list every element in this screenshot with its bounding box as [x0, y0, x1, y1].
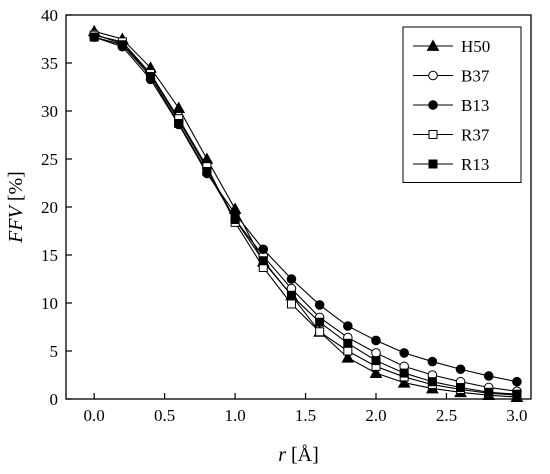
- legend-label-H50: H50: [461, 37, 490, 56]
- data-point-R13: [146, 71, 156, 81]
- x-tick-label: 0.0: [84, 406, 105, 425]
- legend-label-B13: B13: [461, 96, 489, 115]
- x-axis-label: r [Å]: [278, 444, 319, 466]
- legend-marker-R13: [428, 159, 438, 169]
- data-point-R13: [174, 118, 184, 128]
- legend-marker-R37: [428, 130, 438, 139]
- data-point-H50: [397, 376, 411, 388]
- data-point-H50: [341, 351, 355, 363]
- data-point-R13: [427, 377, 437, 387]
- data-point-B13: [483, 371, 494, 381]
- data-point-B13: [286, 274, 297, 284]
- data-point-B13: [314, 300, 325, 310]
- data-point-B37: [371, 348, 381, 358]
- data-point-R13: [315, 317, 325, 327]
- legend-label-R13: R13: [461, 155, 489, 174]
- y-tick-label: 40: [41, 6, 58, 25]
- series-line-B13: [94, 36, 518, 383]
- data-point-B13: [427, 356, 438, 367]
- legend-marker-B37: [428, 70, 438, 81]
- y-axis-label: FFV [%]: [5, 171, 27, 244]
- series-line-B37: [94, 33, 517, 392]
- y-tick-label: 10: [41, 294, 58, 313]
- data-point-R13: [89, 32, 99, 42]
- data-point-H50: [369, 366, 383, 378]
- legend-label-B37: B37: [461, 67, 490, 86]
- y-tick-label: 5: [50, 342, 59, 361]
- data-point-R13: [230, 214, 240, 224]
- legend-marker-B13: [428, 100, 438, 110]
- y-axis-label-unit: [%]: [5, 171, 27, 206]
- data-point-B13: [399, 348, 409, 358]
- series-line-R37: [94, 34, 517, 396]
- y-tick-label: 15: [41, 246, 58, 265]
- y-tick-label: 0: [50, 390, 59, 409]
- data-point-B13: [455, 364, 466, 375]
- data-point-R13: [202, 166, 212, 176]
- data-point-H50: [200, 152, 214, 164]
- data-point-B13: [343, 321, 353, 331]
- data-point-B13: [371, 335, 381, 346]
- data-point-R37: [343, 346, 353, 356]
- data-point-R13: [343, 338, 353, 348]
- x-tick-label: 0.5: [154, 406, 175, 425]
- series-line-H50: [94, 30, 517, 398]
- x-tick-label: 1.0: [224, 406, 245, 425]
- series-line-R13: [94, 36, 517, 395]
- data-point-R13: [484, 387, 494, 397]
- data-point-R13: [117, 40, 127, 50]
- data-point-B13: [258, 244, 269, 255]
- x-tick-label: 2.0: [365, 406, 386, 425]
- data-point-R13: [399, 368, 409, 378]
- data-point-R37: [286, 299, 296, 309]
- y-tick-label: 25: [41, 150, 58, 169]
- x-tick-label: 3.0: [506, 406, 527, 425]
- y-tick-label: 30: [41, 102, 58, 121]
- data-point-B13: [512, 376, 522, 387]
- data-point-R13: [371, 356, 381, 366]
- y-tick-label: 35: [41, 54, 58, 73]
- data-point-H50: [172, 101, 186, 114]
- plot-area: [87, 24, 524, 402]
- axes: 0.0 0.5 1.0 1.5 2.0 2.5 3.0 0 5 10 15 20 25 30 35 40: [41, 6, 528, 425]
- y-tick-label: 20: [41, 198, 58, 217]
- legend-label-R37: R37: [461, 126, 490, 145]
- data-point-R13: [286, 290, 296, 300]
- data-point-R13: [258, 256, 268, 266]
- x-axis-label-unit: [Å]: [286, 444, 319, 466]
- y-axis-label-variable: FFV: [5, 203, 27, 243]
- x-axis-label-variable: r: [278, 444, 286, 466]
- legend: H50 B37 B13 R37 R13: [402, 26, 522, 183]
- data-point-R37: [315, 327, 325, 337]
- legend-marker-H50: [426, 39, 440, 51]
- x-tick-label: 2.5: [436, 406, 457, 425]
- x-tick-label: 1.5: [295, 406, 316, 425]
- data-point-R13: [456, 382, 466, 392]
